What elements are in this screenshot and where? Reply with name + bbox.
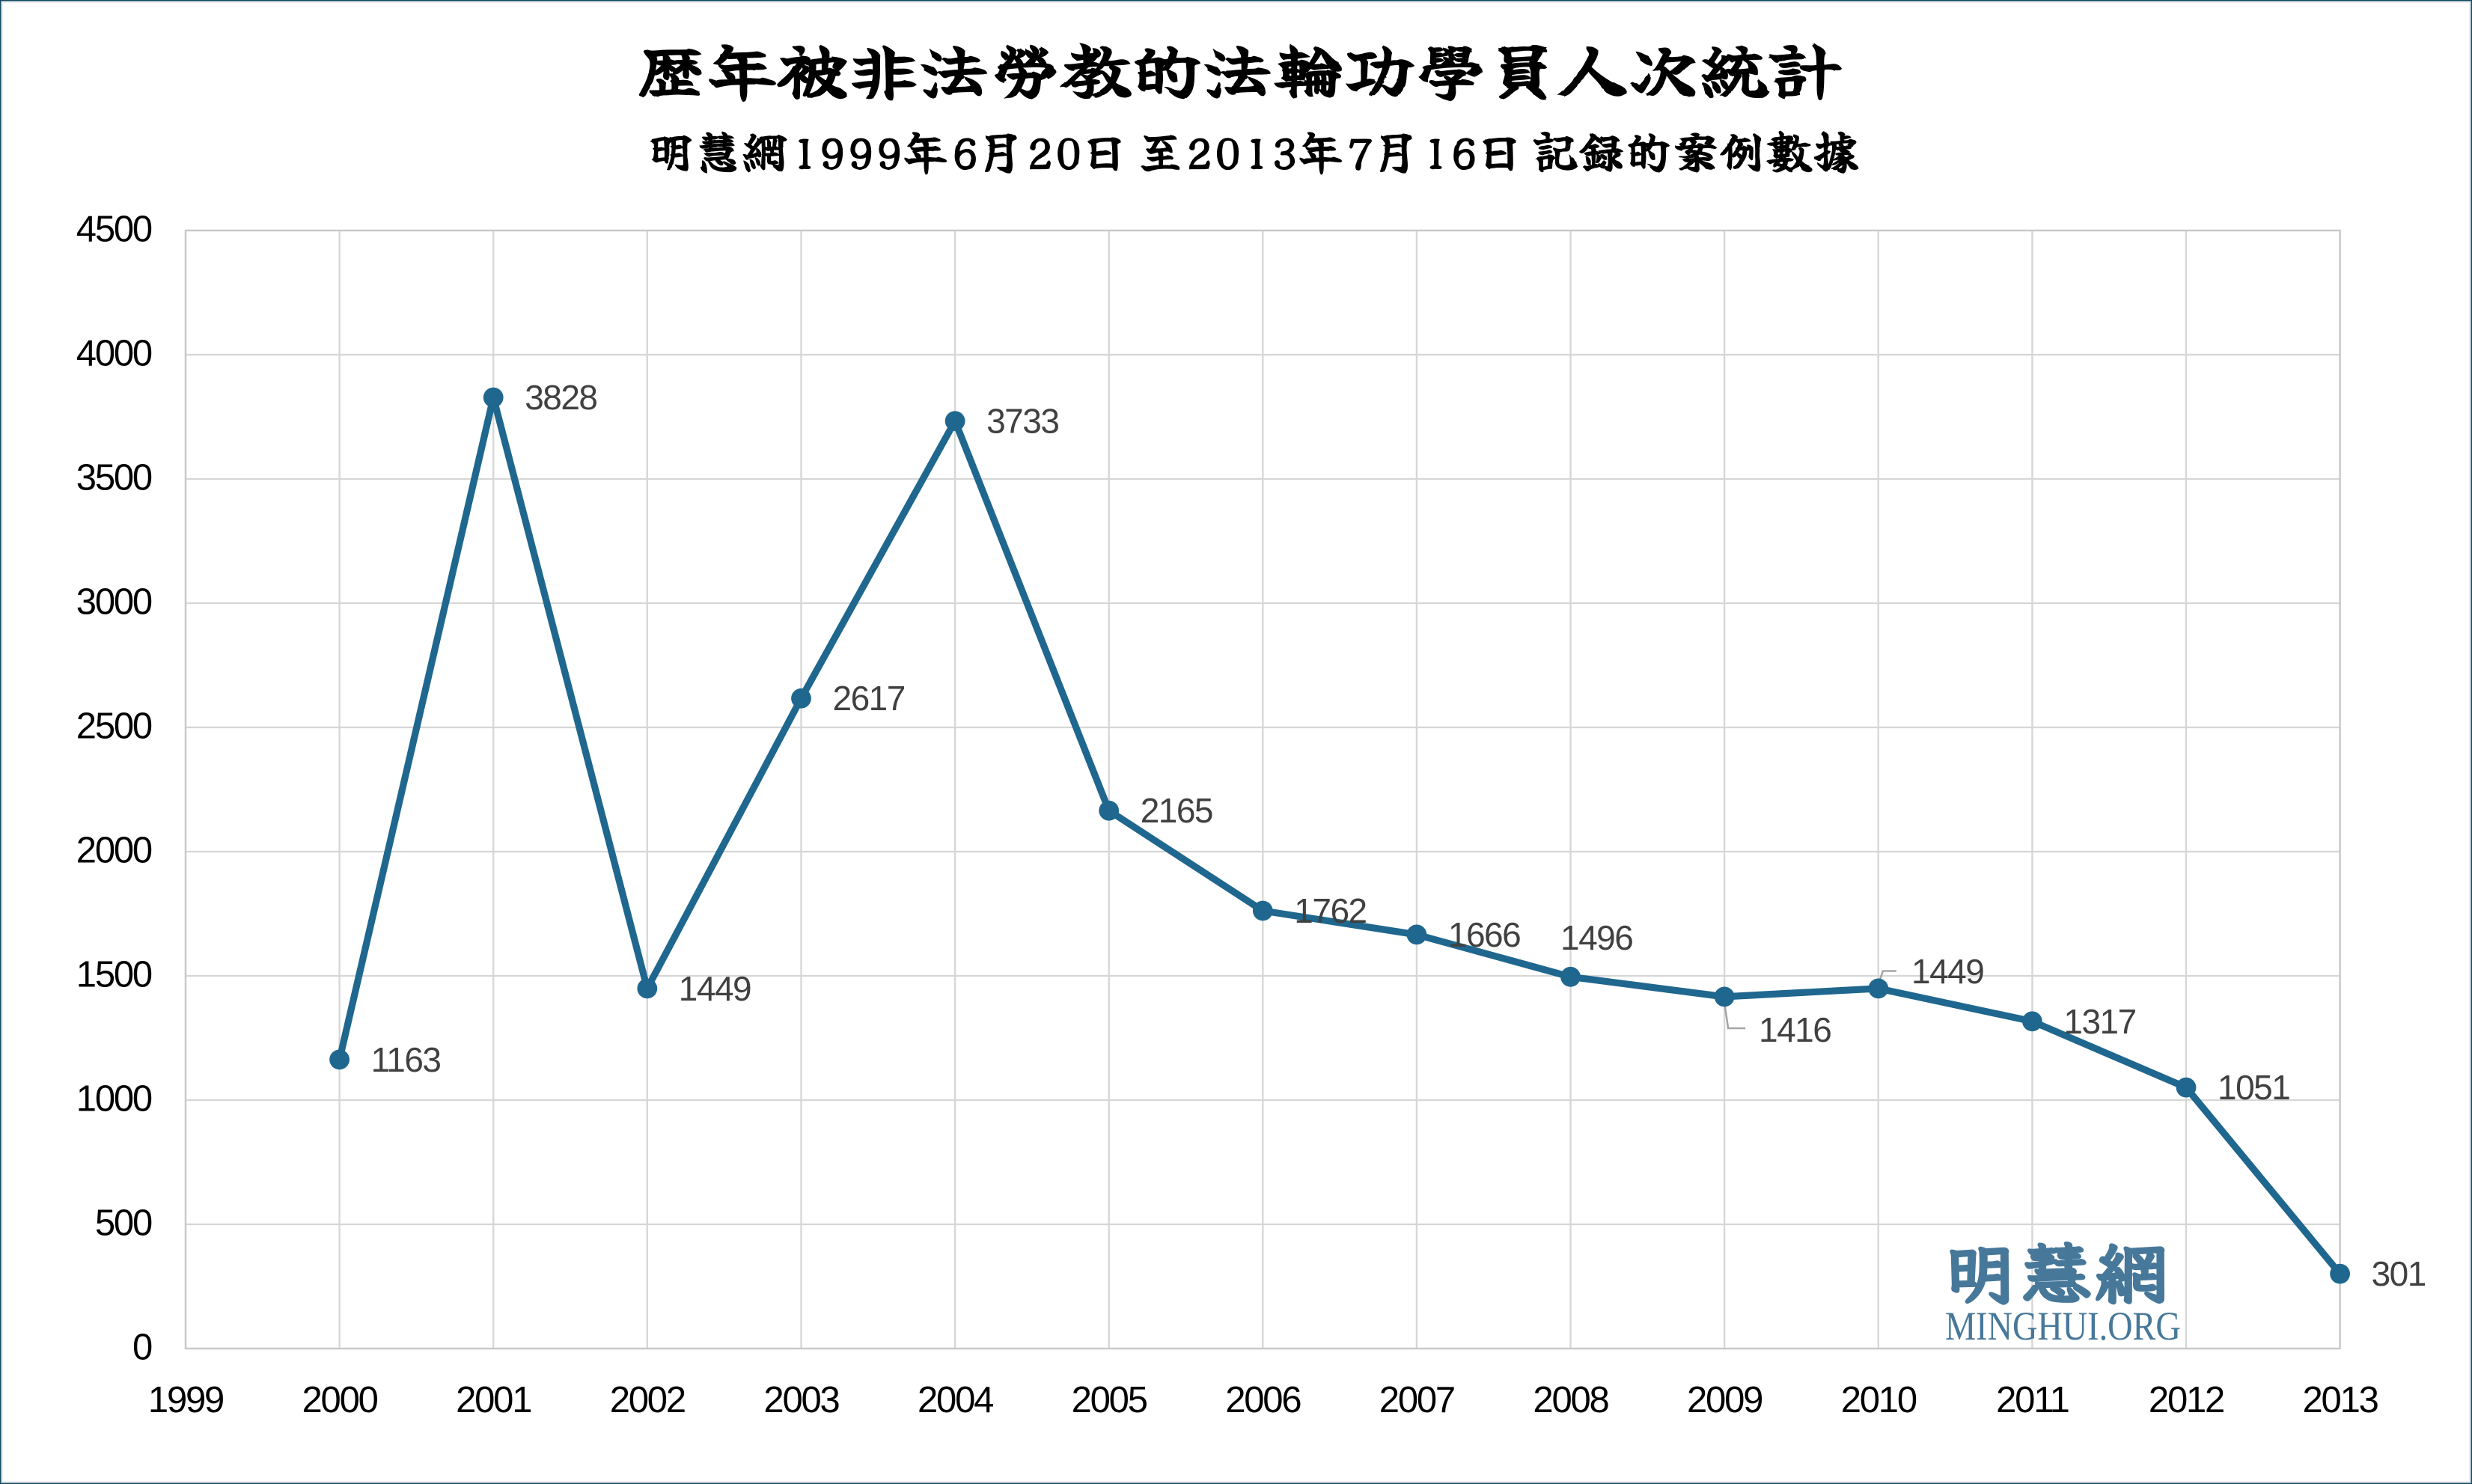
svg-text:301: 301 [2372,1254,2426,1293]
svg-text:2008: 2008 [1533,1380,1608,1420]
svg-text:1000: 1000 [76,1079,152,1120]
svg-text:MINGHUI.ORG: MINGHUI.ORG [1945,1304,2181,1349]
svg-text:2006: 2006 [1225,1380,1301,1420]
svg-text:2009: 2009 [1687,1380,1762,1420]
svg-text:2012: 2012 [2149,1380,2224,1420]
svg-text:1449: 1449 [1911,952,1983,991]
svg-text:2000: 2000 [76,831,152,871]
svg-text:3733: 3733 [986,402,1058,441]
svg-text:2617: 2617 [833,679,905,718]
svg-text:500: 500 [95,1203,152,1244]
svg-text:1449: 1449 [679,969,751,1008]
svg-text:2001: 2001 [456,1380,531,1420]
svg-text:3828: 3828 [525,378,596,417]
svg-text:2004: 2004 [918,1380,993,1420]
svg-text:1163: 1163 [371,1040,441,1079]
svg-text:1496: 1496 [1560,918,1632,957]
svg-text:0: 0 [132,1328,152,1368]
svg-text:1051: 1051 [2218,1068,2289,1107]
svg-text:2003: 2003 [763,1380,839,1420]
svg-text:2165: 2165 [1141,791,1212,830]
svg-text:2011: 2011 [1996,1380,2069,1420]
svg-text:4500: 4500 [76,210,152,250]
svg-text:4000: 4000 [76,334,152,374]
svg-text:1999: 1999 [148,1380,223,1420]
svg-text:2500: 2500 [76,706,152,747]
svg-text:2000: 2000 [302,1380,377,1420]
svg-text:1762: 1762 [1294,891,1366,930]
svg-text:2013: 2013 [2302,1380,2378,1420]
svg-text:3500: 3500 [76,458,152,498]
svg-text:2005: 2005 [1072,1380,1147,1420]
svg-text:1666: 1666 [1448,915,1520,954]
svg-text:1317: 1317 [2063,1002,2135,1041]
svg-text:2002: 2002 [610,1380,685,1420]
svg-text:2007: 2007 [1379,1380,1454,1420]
svg-text:1500: 1500 [76,955,152,995]
svg-text:1416: 1416 [1759,1010,1831,1049]
svg-text:2010: 2010 [1841,1380,1917,1420]
svg-text:3000: 3000 [76,582,152,623]
